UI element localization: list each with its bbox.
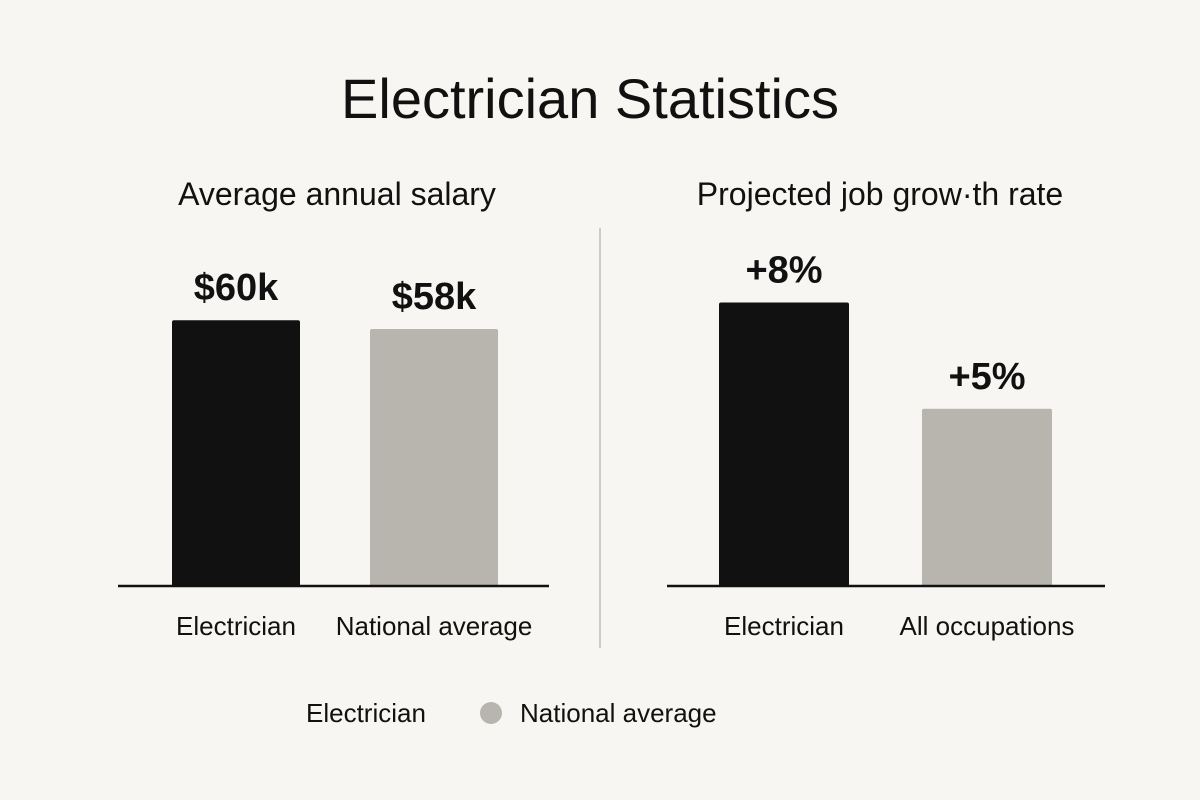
salary-bar-electrician: [172, 320, 300, 586]
growth-bar-all-occupations: [922, 408, 1052, 586]
salary-chart-panel: Average annual salary $60k Electrician $58k…: [118, 176, 549, 641]
legend-label-national-average: National average: [520, 698, 717, 728]
growth-category-label-all-occupations: All occupations: [900, 611, 1075, 641]
growth-bar-electrician: [719, 302, 849, 586]
legend: Electrician National average: [306, 698, 717, 728]
growth-category-label-electrician: Electrician: [724, 611, 844, 641]
salary-category-label-electrician: Electrician: [176, 611, 296, 641]
growth-chart-title: Projected job grow·th rate: [697, 176, 1063, 212]
salary-value-label-national-average: $58k: [392, 276, 477, 318]
salary-bar-national-average: [370, 329, 498, 586]
salary-chart-title: Average annual salary: [178, 176, 496, 212]
job-growth-chart-panel: Projected job grow·th rate +8% Electrician…: [667, 176, 1105, 641]
salary-value-label-electrician: $60k: [194, 267, 279, 309]
growth-value-label-electrician: +8%: [745, 249, 822, 291]
salary-category-label-national-average: National average: [336, 611, 533, 641]
growth-value-label-all-occupations: +5%: [948, 356, 1025, 398]
legend-label-electrician: Electrician: [306, 698, 426, 728]
page-title: Electrician Statistics: [341, 67, 839, 130]
legend-swatch-national-average: [480, 702, 502, 724]
